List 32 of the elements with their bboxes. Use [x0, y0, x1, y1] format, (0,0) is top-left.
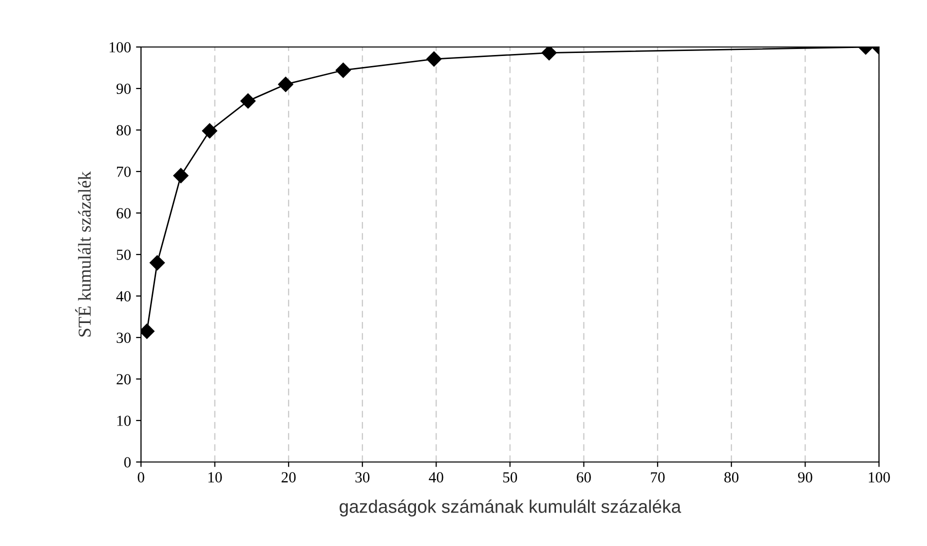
x-tick-label: 30 — [355, 472, 370, 482]
point — [542, 47, 557, 60]
y-tick-label: 100 — [110, 42, 131, 52]
x-tick-label: 20 — [282, 472, 296, 482]
x-tick-label: 60 — [576, 472, 591, 482]
point — [278, 76, 294, 92]
point — [426, 51, 442, 67]
point — [336, 62, 351, 78]
y-tick-label: 60 — [116, 208, 131, 218]
point — [173, 168, 188, 184]
y-tick-label: 30 — [116, 332, 131, 343]
y-tick-label: 20 — [116, 374, 131, 384]
x-tick-label: 70 — [650, 472, 665, 482]
x-tick-label: 90 — [798, 472, 812, 482]
x-tick-label: 50 — [503, 472, 518, 482]
x-tick-label: 100 — [868, 472, 890, 482]
x-axis-title: gazdaságok számának kumulált százaléka — [340, 499, 682, 517]
x-tick-label: 40 — [428, 472, 444, 482]
y-axis-title: STÉ kumulált százalék — [75, 171, 91, 337]
x-tick-label: 10 — [208, 472, 222, 482]
y-tick-label: 10 — [117, 416, 131, 426]
y-tick-label: 70 — [117, 166, 131, 177]
y-tick-label: 40 — [116, 291, 131, 302]
x-tick-label: 80 — [724, 472, 738, 482]
point — [150, 255, 165, 270]
y-tick-label: 0 — [124, 457, 131, 468]
y-tick-label: 90 — [116, 84, 131, 94]
y-tick-label: 50 — [116, 250, 131, 260]
x-tick-label: 0 — [138, 472, 144, 482]
point — [202, 123, 218, 138]
point — [240, 93, 256, 109]
y-tick-label: 80 — [116, 125, 131, 136]
